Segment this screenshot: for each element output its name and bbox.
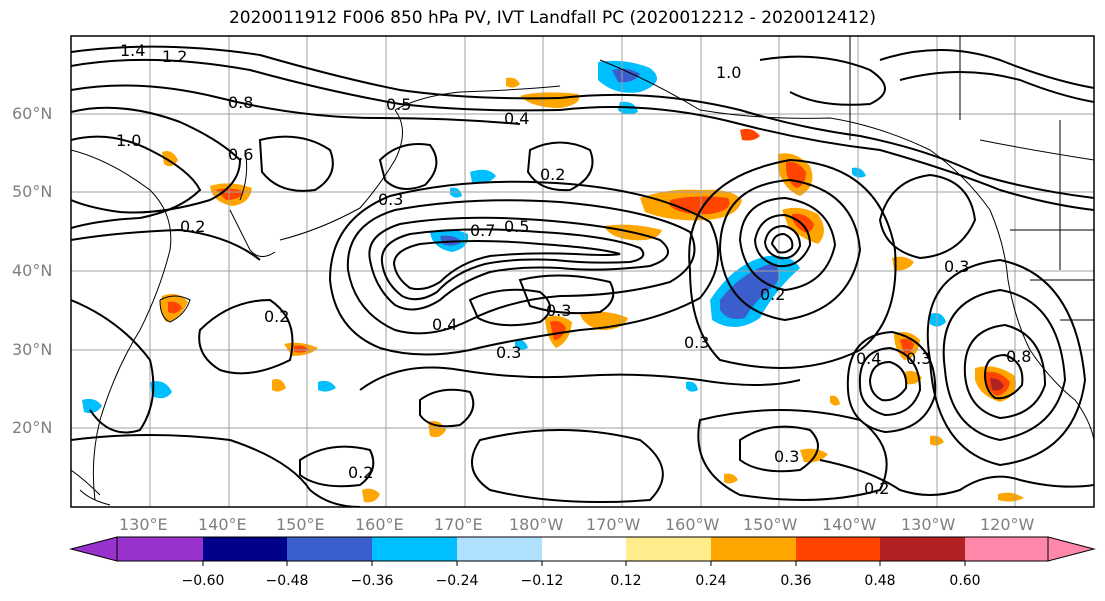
contour-label: 0.3	[378, 190, 403, 209]
colorbar-segment	[372, 537, 457, 561]
colorbar-tick-label: 0.24	[695, 573, 727, 589]
colorbar-segment	[711, 537, 796, 561]
colorbar-segment	[796, 537, 880, 561]
contour-label: 0.4	[432, 315, 457, 334]
contour-label: 0.5	[504, 217, 529, 236]
contour-label: 1.0	[116, 131, 141, 150]
contour-label: 0.2	[348, 463, 373, 482]
colorbar-segment	[965, 537, 1048, 561]
longitude-label: 160°E	[355, 515, 404, 534]
contour-label: 0.3	[944, 257, 969, 276]
contour-label: 0.2	[264, 307, 289, 326]
colorbar-segment	[203, 537, 287, 561]
longitude-label: 180°W	[509, 515, 564, 534]
colorbar	[69, 536, 1096, 566]
contour-label: 0.7	[470, 221, 495, 240]
latitude-label: 30°N	[12, 340, 53, 359]
colorbar-segment	[457, 537, 542, 561]
contour-label: 0.2	[540, 165, 565, 184]
longitude-label: 160°W	[665, 515, 720, 534]
longitude-label: 120°W	[980, 515, 1035, 534]
latitude-label: 40°N	[12, 261, 53, 280]
longitude-label: 170°E	[434, 515, 483, 534]
contour-label: 0.5	[386, 95, 411, 114]
coastlines	[71, 36, 1094, 506]
contour-label: 0.3	[496, 343, 521, 362]
contour-label: 0.3	[546, 301, 571, 320]
colorbar-tick-label: 0.36	[780, 573, 812, 589]
contour-label: 0.3	[906, 349, 931, 368]
contour-labels: 1.4 1.2 0.8 1.0 0.6 0.5 0.4 0.3 0.2 0.7 …	[116, 41, 1031, 498]
pv-contours	[71, 45, 1094, 507]
map-gridlines	[71, 36, 1094, 507]
contour-label: 0.6	[228, 145, 253, 164]
colorbar-tick-label: −0.60	[181, 573, 225, 589]
colorbar-tick-label: 0.48	[864, 573, 896, 589]
contour-label: 1.0	[716, 63, 741, 82]
contour-label: 0.2	[864, 479, 889, 498]
colorbar-segment	[542, 537, 626, 561]
colorbar-tick-label: 0.60	[949, 573, 981, 589]
longitude-label: 150°E	[276, 515, 325, 534]
colorbar-segment	[117, 537, 203, 561]
colorbar-segment	[287, 537, 372, 561]
contour-label: 0.8	[1006, 347, 1031, 366]
contour-label: 0.2	[180, 217, 205, 236]
colorbar-tick-label: −0.36	[350, 573, 394, 589]
contour-label: 1.2	[162, 47, 187, 66]
map-frame	[70, 35, 1095, 508]
contour-label: 1.4	[120, 41, 145, 60]
longitude-label: 130°E	[119, 515, 168, 534]
colorbar-segment	[626, 537, 711, 561]
contour-label: 0.4	[856, 349, 881, 368]
map-title: 2020011912 F006 850 hPa PV, IVT Landfall…	[228, 8, 876, 28]
longitude-label: 140°W	[822, 515, 877, 534]
longitude-label: 130°W	[901, 515, 956, 534]
longitude-label: 170°W	[586, 515, 641, 534]
contour-label: 0.8	[228, 93, 253, 112]
colorbar-tick-label: 0.12	[610, 573, 642, 589]
colorbar-min-extension	[69, 536, 118, 562]
latitude-label: 60°N	[12, 104, 53, 123]
colorbar-tick-label: −0.12	[520, 573, 564, 589]
contour-label: 0.3	[774, 447, 799, 466]
pv-shading	[82, 60, 1024, 503]
contour-label: 0.2	[760, 285, 785, 304]
contour-label: 0.3	[684, 333, 709, 352]
colorbar-segment	[880, 537, 965, 561]
colorbar-max-extension	[1047, 536, 1096, 562]
longitude-label: 140°E	[198, 515, 247, 534]
latitude-label: 50°N	[12, 182, 53, 201]
colorbar-tick-label: −0.48	[265, 573, 309, 589]
longitude-label: 150°W	[743, 515, 798, 534]
latitude-label: 20°N	[12, 418, 53, 437]
colorbar-tick-label: −0.24	[435, 573, 479, 589]
contour-label: 0.4	[504, 109, 529, 128]
